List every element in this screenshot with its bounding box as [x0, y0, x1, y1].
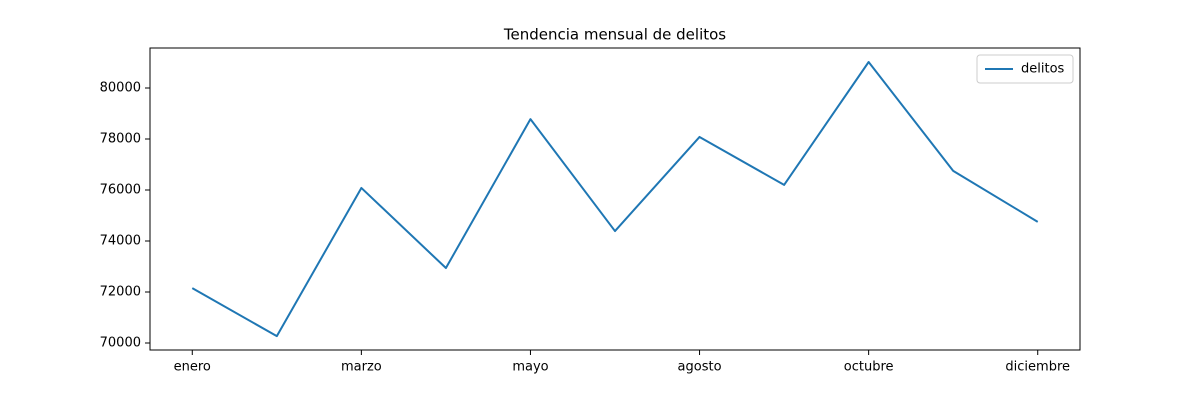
plot-frame: [149, 47, 1081, 351]
x-tick-label: agosto: [678, 360, 722, 375]
y-tick-label: 70000: [100, 335, 141, 350]
x-tick-label: marzo: [341, 360, 382, 375]
y-tick-label: 80000: [100, 81, 141, 96]
x-tick-label: octubre: [844, 360, 894, 375]
y-tick-label: 78000: [100, 132, 141, 147]
chart-title: Tendencia mensual de delitos: [503, 26, 726, 44]
y-tick-label: 72000: [100, 284, 141, 299]
y-tick-label: 76000: [100, 182, 141, 197]
x-tick-label: diciembre: [1005, 360, 1070, 375]
y-tick-label: 74000: [100, 233, 141, 248]
line: [191, 60, 1039, 338]
legend-label: delitos: [1021, 62, 1065, 77]
x-tick-label: mayo: [512, 360, 548, 375]
x-tick-label: enero: [174, 360, 211, 375]
legend-box: [976, 54, 1074, 84]
